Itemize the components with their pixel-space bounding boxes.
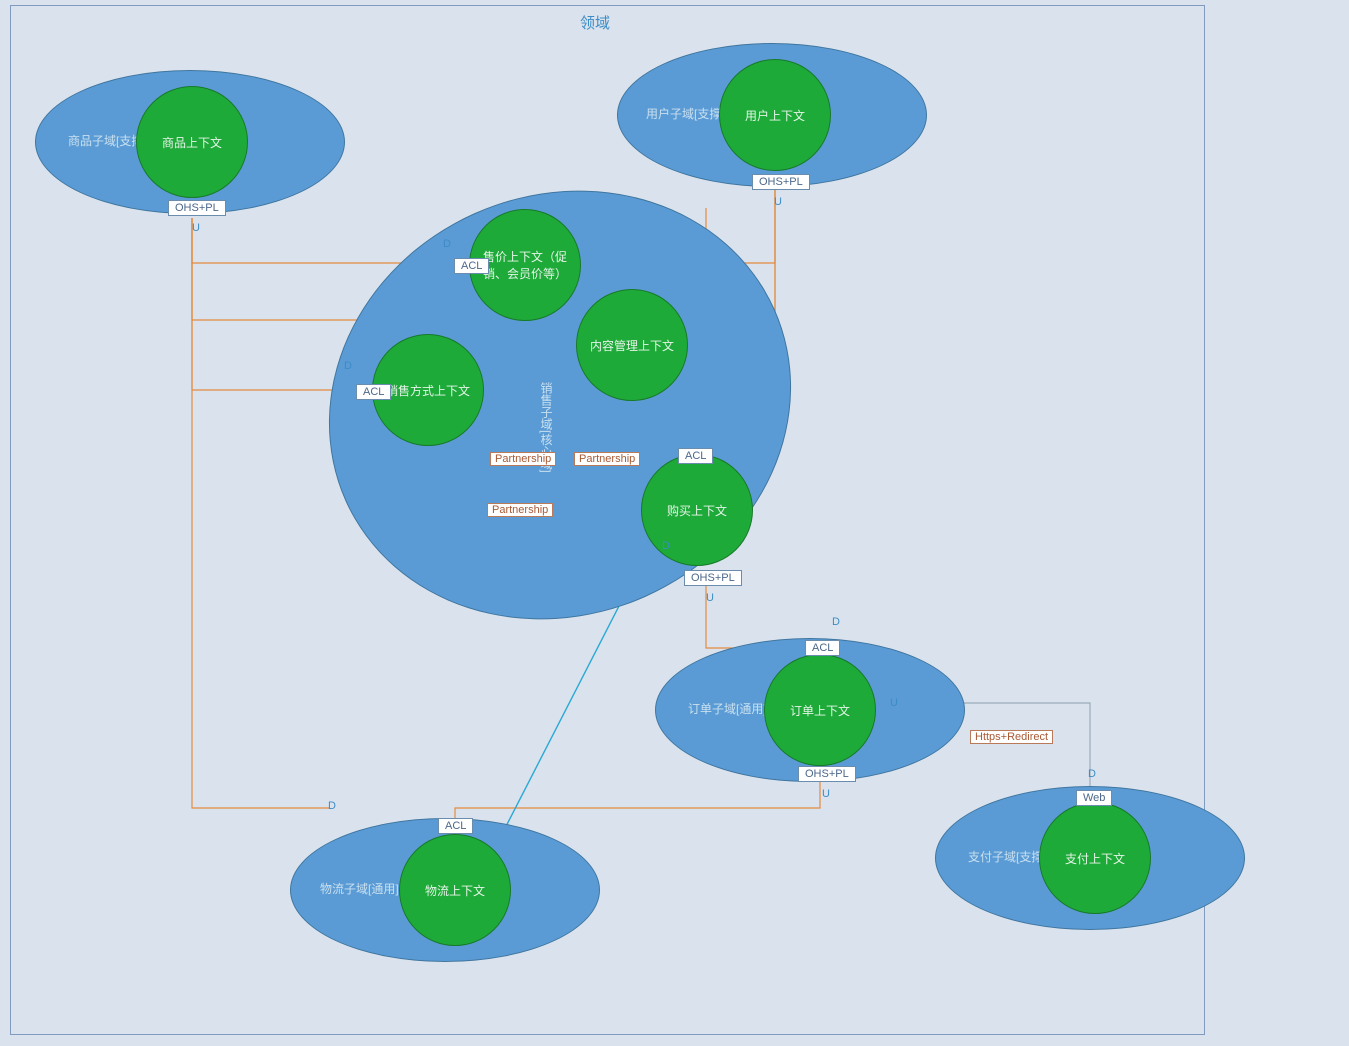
tag-t-logi-acl: ACL [438, 818, 473, 834]
mini-label-3: D [344, 360, 352, 372]
context-c-logi[interactable]: 物流上下文 [399, 834, 511, 946]
mini-label-6: D [832, 616, 840, 628]
context-c-goods[interactable]: 商品上下文 [136, 86, 248, 198]
subdomain-label-user: 用户子域[支撑] [646, 105, 725, 122]
mini-label-9: D [328, 800, 336, 812]
tag-t-user-ohs: OHS+PL [752, 174, 810, 190]
tag-t-buy-acl: ACL [678, 448, 713, 464]
mini-label-1: U [774, 196, 782, 208]
mini-label-10: U [822, 788, 830, 800]
tag-t-pay-web: Web [1076, 790, 1112, 806]
subdomain-label-pay: 支付子域[支撑] [968, 848, 1047, 865]
context-c-user[interactable]: 用户上下文 [719, 59, 831, 171]
subdomain-label-logi: 物流子域[通用] [320, 880, 399, 897]
context-c-order[interactable]: 订单上下文 [764, 654, 876, 766]
context-c-pay[interactable]: 支付上下文 [1039, 802, 1151, 914]
edge-label-0: Partnership [490, 452, 556, 466]
edge-label-2: Partnership [487, 503, 553, 517]
edge-label-1: Partnership [574, 452, 640, 466]
tag-t-price-acl: ACL [454, 258, 489, 274]
tag-t-buy-ohs: OHS+PL [684, 570, 742, 586]
diagram-title: 领域 [580, 12, 610, 33]
mini-label-0: U [192, 222, 200, 234]
subdomain-label-order: 订单子域[通用] [688, 700, 767, 717]
tag-t-order-acl: ACL [805, 640, 840, 656]
tag-t-goods-ohs: OHS+PL [168, 200, 226, 216]
mini-label-7: U [890, 697, 898, 709]
mini-label-5: U [706, 592, 714, 604]
context-c-content[interactable]: 内容管理上下文 [576, 289, 688, 401]
mini-label-2: D [443, 238, 451, 250]
tag-t-sales-acl: ACL [356, 384, 391, 400]
context-c-buy[interactable]: 购买上下文 [641, 454, 753, 566]
edge-label-3: Https+Redirect [970, 730, 1053, 744]
mini-label-4: D [662, 540, 670, 552]
tag-t-order-ohs: OHS+PL [798, 766, 856, 782]
mini-label-8: D [1088, 768, 1096, 780]
subdomain-label-goods: 商品子域[支撑] [68, 132, 147, 149]
